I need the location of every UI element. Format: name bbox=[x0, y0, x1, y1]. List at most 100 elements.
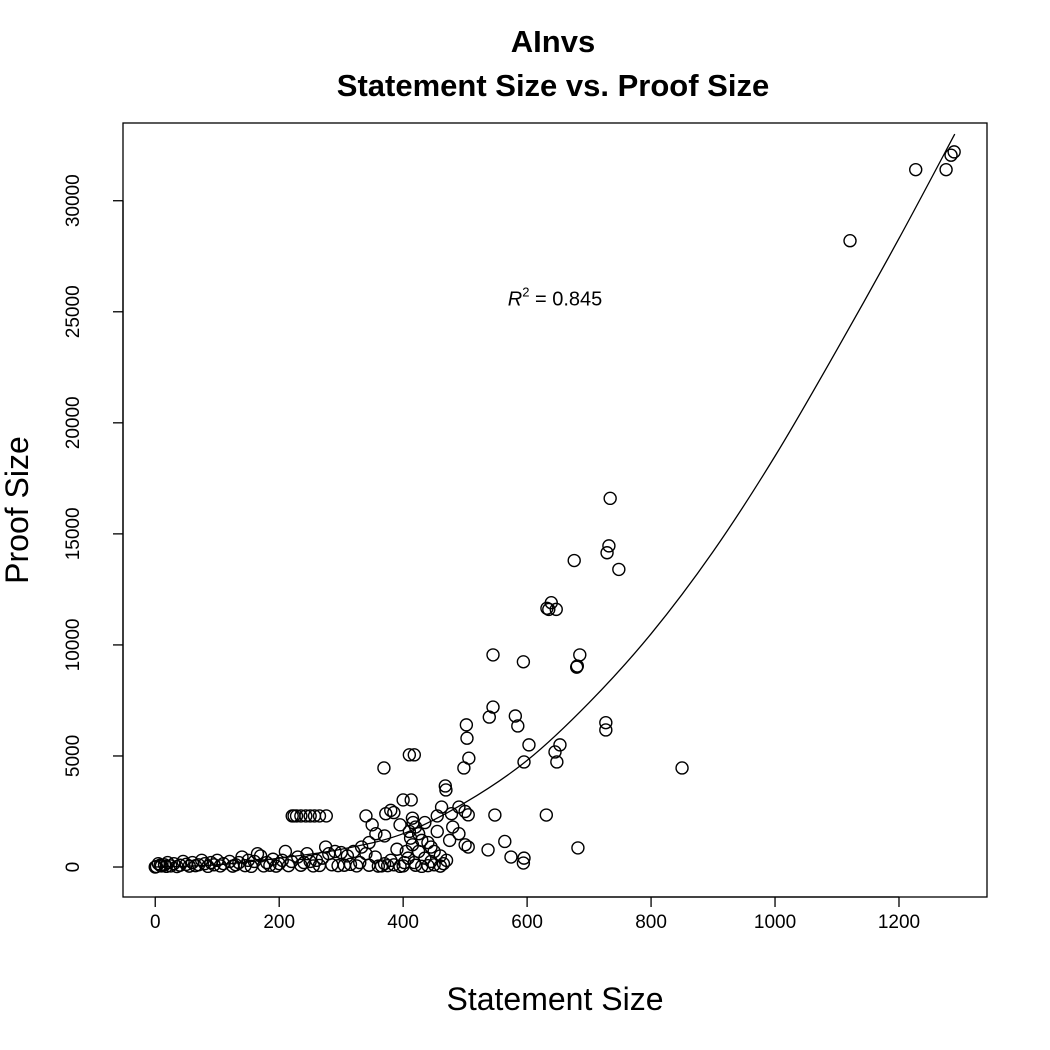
data-point bbox=[602, 539, 616, 553]
data-point bbox=[544, 596, 558, 610]
data-point bbox=[458, 838, 472, 852]
data-point bbox=[486, 648, 500, 662]
data-point bbox=[365, 818, 379, 832]
y-axis: 0 5000 10000 15000 20000 25000 30000 bbox=[63, 174, 124, 872]
data-point bbox=[153, 858, 167, 872]
data-point bbox=[377, 761, 391, 775]
x-tick-label: 0 bbox=[150, 912, 161, 933]
data-point bbox=[517, 755, 531, 769]
data-point bbox=[517, 851, 531, 865]
data-point bbox=[434, 800, 449, 814]
data-point bbox=[250, 846, 265, 861]
data-point bbox=[369, 827, 383, 841]
data-point bbox=[548, 745, 562, 759]
data-point bbox=[675, 761, 689, 775]
data-point bbox=[569, 660, 584, 674]
data-point bbox=[599, 715, 613, 730]
y-tick-label: 20000 bbox=[63, 396, 84, 449]
data-point bbox=[167, 856, 181, 871]
data-point bbox=[424, 854, 438, 869]
data-point bbox=[600, 546, 614, 560]
y-tick-label: 5000 bbox=[63, 735, 84, 777]
data-point bbox=[457, 761, 471, 775]
data-point bbox=[421, 835, 435, 850]
data-point bbox=[406, 815, 420, 830]
data-point bbox=[340, 849, 355, 863]
data-point bbox=[424, 840, 438, 854]
data-point bbox=[319, 809, 333, 823]
chart-title: AInvs bbox=[511, 24, 595, 59]
x-tick-label: 200 bbox=[263, 912, 295, 933]
data-point bbox=[427, 858, 441, 872]
data-point bbox=[318, 840, 333, 854]
x-axis: 0 200 400 600 800 1000 1200 bbox=[150, 896, 920, 933]
data-point bbox=[387, 858, 401, 872]
data-point bbox=[603, 491, 617, 506]
y-tick-label: 25000 bbox=[63, 285, 84, 338]
data-point bbox=[482, 710, 497, 724]
data-point bbox=[498, 834, 512, 849]
data-point bbox=[461, 840, 475, 854]
data-point bbox=[393, 818, 407, 832]
data-point bbox=[303, 854, 317, 869]
data-point bbox=[553, 738, 567, 752]
data-point bbox=[387, 805, 401, 820]
data-point bbox=[522, 738, 536, 752]
data-point bbox=[458, 804, 472, 819]
data-point bbox=[460, 731, 474, 745]
data-point bbox=[289, 809, 304, 823]
data-point bbox=[599, 723, 613, 737]
x-tick-label: 1000 bbox=[754, 912, 796, 933]
x-tick-label: 800 bbox=[635, 912, 667, 933]
data-point bbox=[488, 808, 502, 822]
data-point bbox=[539, 808, 554, 822]
data-point bbox=[238, 858, 252, 873]
data-point bbox=[402, 748, 417, 762]
data-point bbox=[343, 857, 358, 872]
data-point bbox=[508, 709, 523, 723]
data-point bbox=[843, 234, 857, 248]
data-point bbox=[377, 856, 392, 871]
data-point bbox=[516, 655, 531, 669]
data-point bbox=[204, 855, 218, 870]
y-axis-label: Proof Size bbox=[0, 436, 35, 584]
data-point bbox=[909, 162, 923, 177]
data-point bbox=[411, 844, 426, 859]
x-axis-label: Statement Size bbox=[447, 981, 664, 1017]
data-point bbox=[430, 824, 444, 839]
r-squared-annotation: R2 = 0.845 bbox=[508, 284, 603, 310]
data-point bbox=[407, 748, 422, 762]
data-point bbox=[442, 833, 457, 848]
annotation-sup: 2 bbox=[522, 284, 529, 299]
data-point bbox=[430, 809, 444, 823]
data-point bbox=[504, 850, 518, 864]
data-point bbox=[550, 755, 564, 769]
data-point bbox=[359, 809, 373, 823]
x-tick-label: 600 bbox=[511, 912, 543, 933]
fit-curve bbox=[155, 133, 956, 868]
data-point bbox=[944, 148, 958, 162]
data-point bbox=[306, 859, 320, 873]
y-tick-label: 10000 bbox=[63, 619, 84, 672]
data-point bbox=[452, 827, 466, 841]
data-points bbox=[148, 145, 961, 874]
data-point bbox=[439, 783, 453, 797]
data-point bbox=[549, 602, 563, 617]
data-point bbox=[185, 855, 200, 870]
data-point bbox=[396, 793, 410, 807]
data-point bbox=[567, 553, 581, 568]
data-point bbox=[459, 718, 474, 732]
data-point bbox=[444, 807, 459, 821]
annotation-r: R bbox=[508, 288, 522, 310]
data-point bbox=[377, 829, 392, 843]
data-point bbox=[436, 856, 451, 871]
data-point bbox=[390, 842, 404, 856]
plot-frame bbox=[122, 122, 988, 898]
data-point bbox=[947, 145, 961, 159]
data-point bbox=[481, 843, 495, 857]
chart-subtitle: Statement Size vs. Proof Size bbox=[337, 68, 769, 103]
x-tick-label: 1200 bbox=[878, 912, 920, 933]
y-tick-label: 30000 bbox=[63, 174, 84, 227]
data-point bbox=[384, 803, 398, 818]
